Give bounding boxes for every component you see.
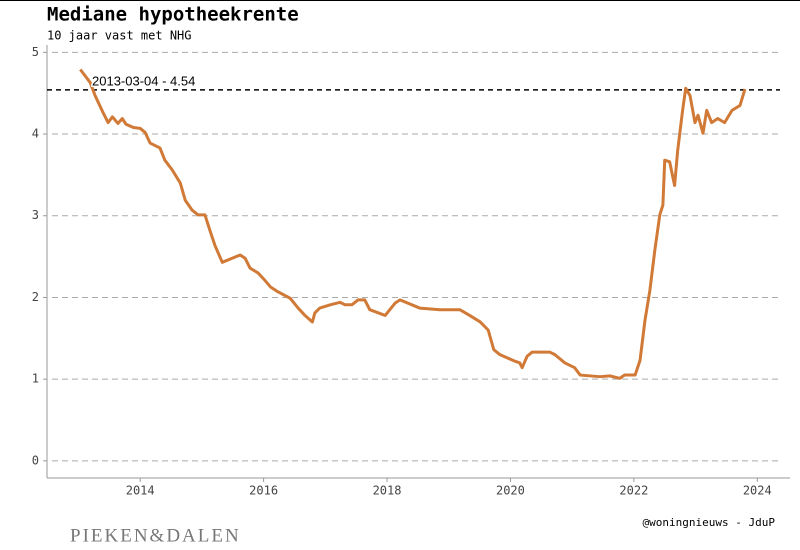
x-tick-label: 2016 xyxy=(249,484,278,498)
x-tick-label: 2014 xyxy=(126,484,155,498)
y-tick-label: 0 xyxy=(32,453,39,467)
chart-title: Mediane hypotheekrente xyxy=(47,4,299,26)
x-tick-label: 2020 xyxy=(496,484,525,498)
x-tick-label: 2022 xyxy=(619,484,648,498)
reference-label: 2013-03-04 - 4.54 xyxy=(92,73,195,88)
y-tick-label: 2 xyxy=(32,290,39,304)
x-tick-label: 2018 xyxy=(373,484,402,498)
y-tick-label: 4 xyxy=(32,127,39,141)
credit: @woningnieuws - JduP xyxy=(643,516,776,529)
x-tick-label: 2024 xyxy=(743,484,772,498)
logo: PIEKEN&DALEN xyxy=(70,525,241,546)
y-tick-label: 1 xyxy=(32,372,39,386)
line-series xyxy=(79,68,747,380)
y-tick-label: 5 xyxy=(32,45,39,59)
y-tick-label: 3 xyxy=(32,208,39,222)
chart-subtitle: 10 jaar vast met NHG xyxy=(47,29,192,43)
